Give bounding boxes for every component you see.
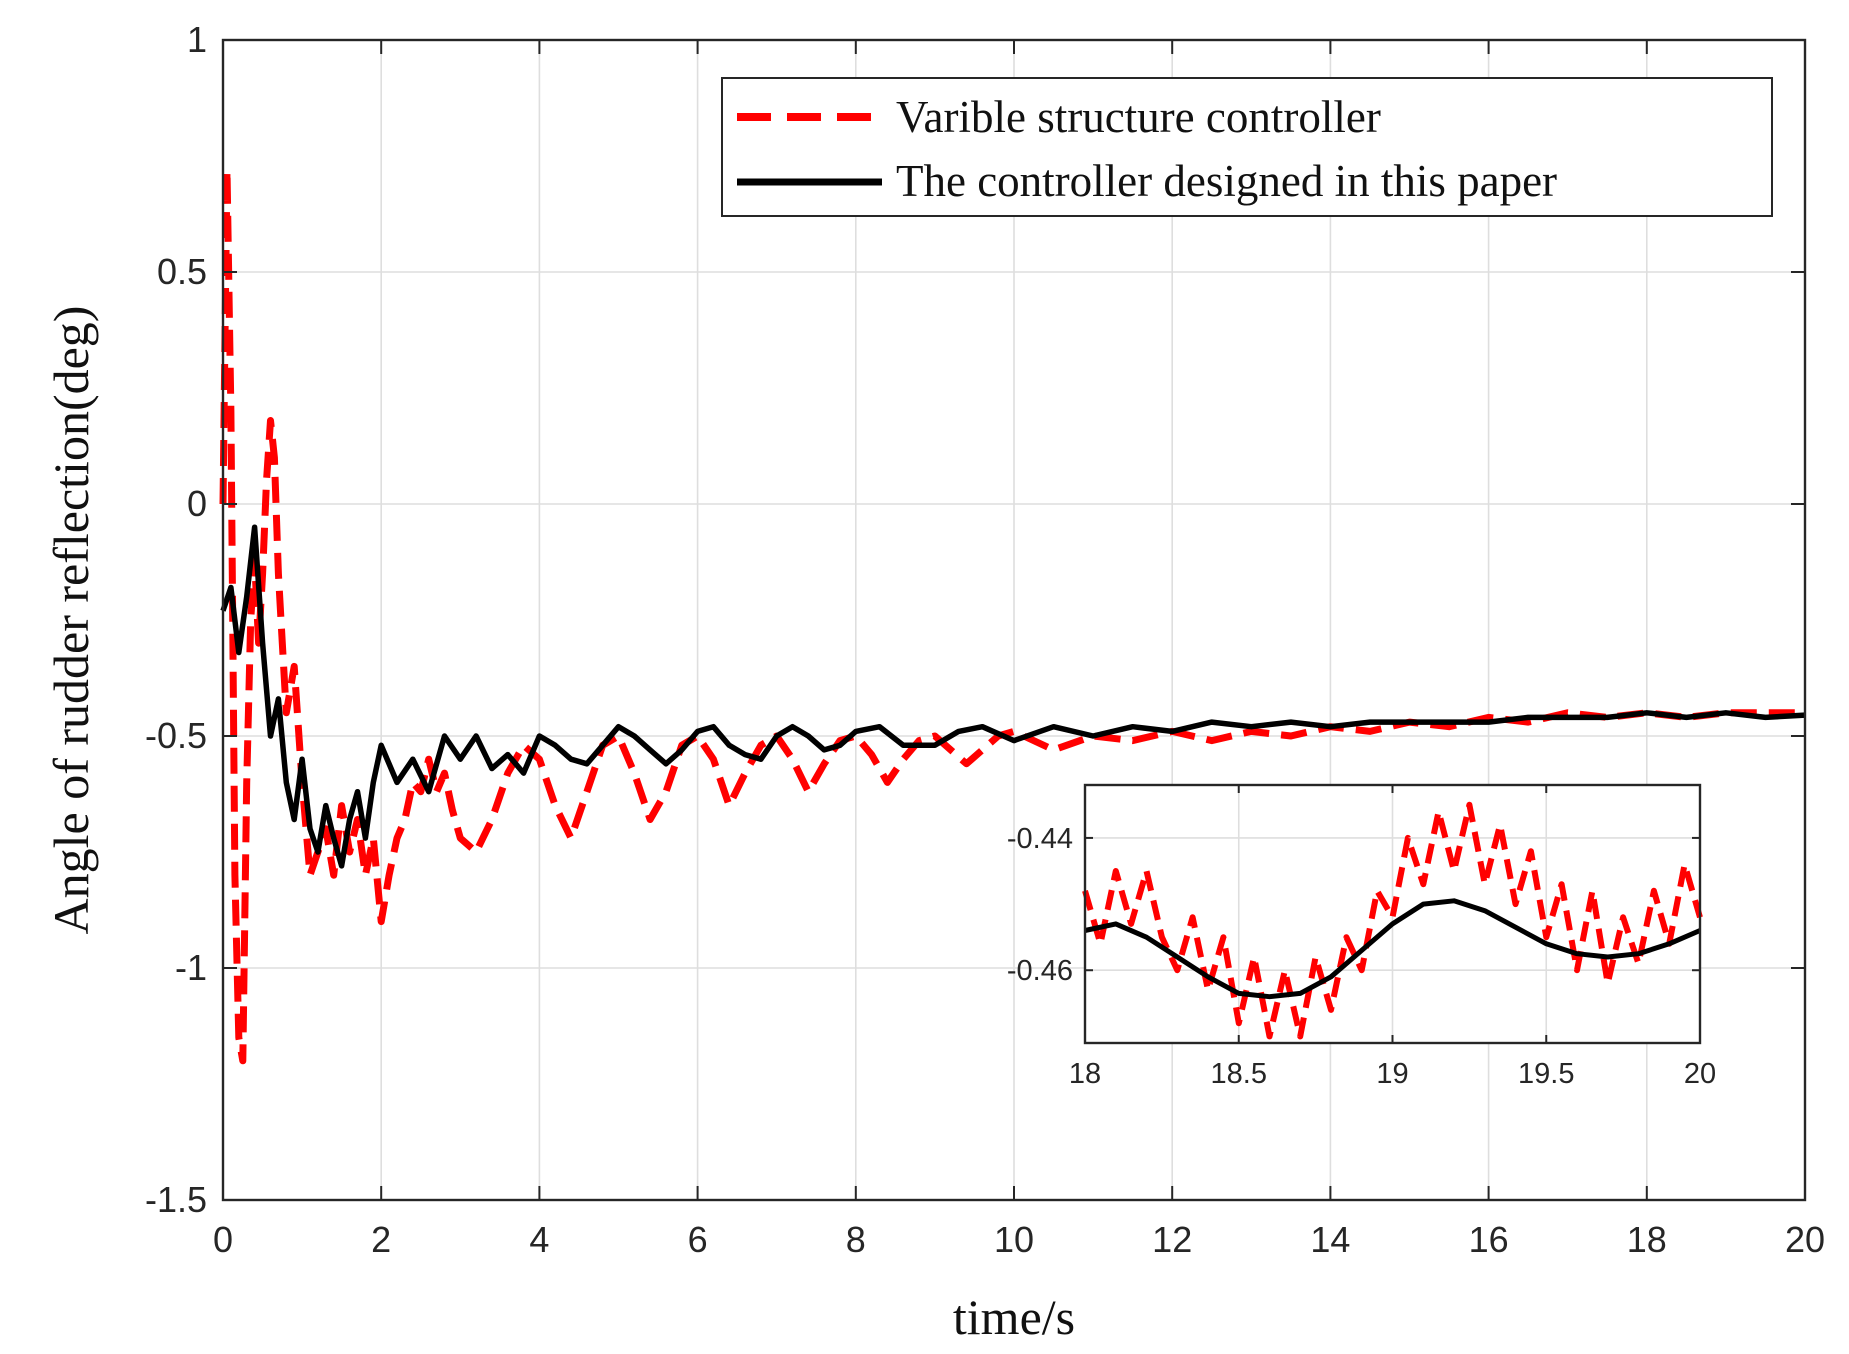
inset-x-tick-label: 20	[1684, 1058, 1716, 1090]
legend: Varible structure controller The control…	[721, 77, 1773, 217]
x-axis-label: time/s	[953, 1289, 1075, 1345]
main-y-tick-label: -1	[175, 947, 207, 988]
main-x-tick-label: 18	[1627, 1219, 1667, 1260]
inset-plot-area: 18 18.5 19 19.5 20 -0.44 -0.46	[1007, 783, 1716, 1090]
main-x-tick-label: 8	[846, 1219, 866, 1260]
inset-y-tick-labels: -0.44 -0.46	[1007, 823, 1073, 987]
main-y-tick-labels: 1 0.5 0 -0.5 -1 -1.5	[145, 19, 207, 1220]
main-y-tick-label: -0.5	[145, 715, 207, 756]
main-x-tick-label: 14	[1310, 1219, 1350, 1260]
main-x-tick-label: 20	[1785, 1219, 1825, 1260]
inset-ticks	[1084, 785, 1701, 1043]
inset-x-tick-label: 19.5	[1518, 1058, 1574, 1090]
main-x-tick-label: 16	[1469, 1219, 1509, 1260]
main-series-designed-controller-line	[220, 524, 1806, 869]
inset-x-tick-label: 19	[1376, 1058, 1408, 1090]
main-x-tick-label: 12	[1152, 1219, 1192, 1260]
main-x-tick-labels: 0 2 4 6 8 10 12 14 16 18 20	[213, 1219, 1825, 1260]
main-x-tick-label: 10	[994, 1219, 1034, 1260]
main-y-tick-label: 1	[187, 19, 207, 60]
inset-y-tick-label: -0.46	[1007, 955, 1073, 987]
inset-y-tick-label: -0.44	[1007, 823, 1073, 855]
inset-x-tick-label: 18	[1069, 1058, 1101, 1090]
main-series-group	[219, 166, 1806, 1065]
main-y-tick-label: -1.5	[145, 1179, 207, 1220]
inset-series-group	[1082, 801, 1703, 1040]
inset-series-designed-controller-line	[1084, 898, 1701, 1000]
legend-label-varible-structure: Varible structure controller	[896, 92, 1381, 142]
inset-x-tick-label: 18.5	[1211, 1058, 1267, 1090]
main-ticks	[222, 39, 1806, 1201]
main-y-tick-label: 0	[187, 483, 207, 524]
main-x-tick-label: 0	[213, 1219, 233, 1260]
inset-x-tick-labels: 18 18.5 19 19.5 20	[1069, 1058, 1716, 1090]
main-x-tick-label: 6	[688, 1219, 708, 1260]
y-axis-label: Angle of rudder reflection(deg)	[43, 306, 99, 935]
main-y-tick-label: 0.5	[157, 251, 207, 292]
main-x-tick-label: 4	[529, 1219, 549, 1260]
legend-label-designed-controller: The controller designed in this paper	[896, 156, 1557, 206]
main-x-tick-label: 2	[371, 1219, 391, 1260]
main-series-varible-structure-line	[219, 166, 1805, 1065]
legend-box	[721, 77, 1773, 217]
